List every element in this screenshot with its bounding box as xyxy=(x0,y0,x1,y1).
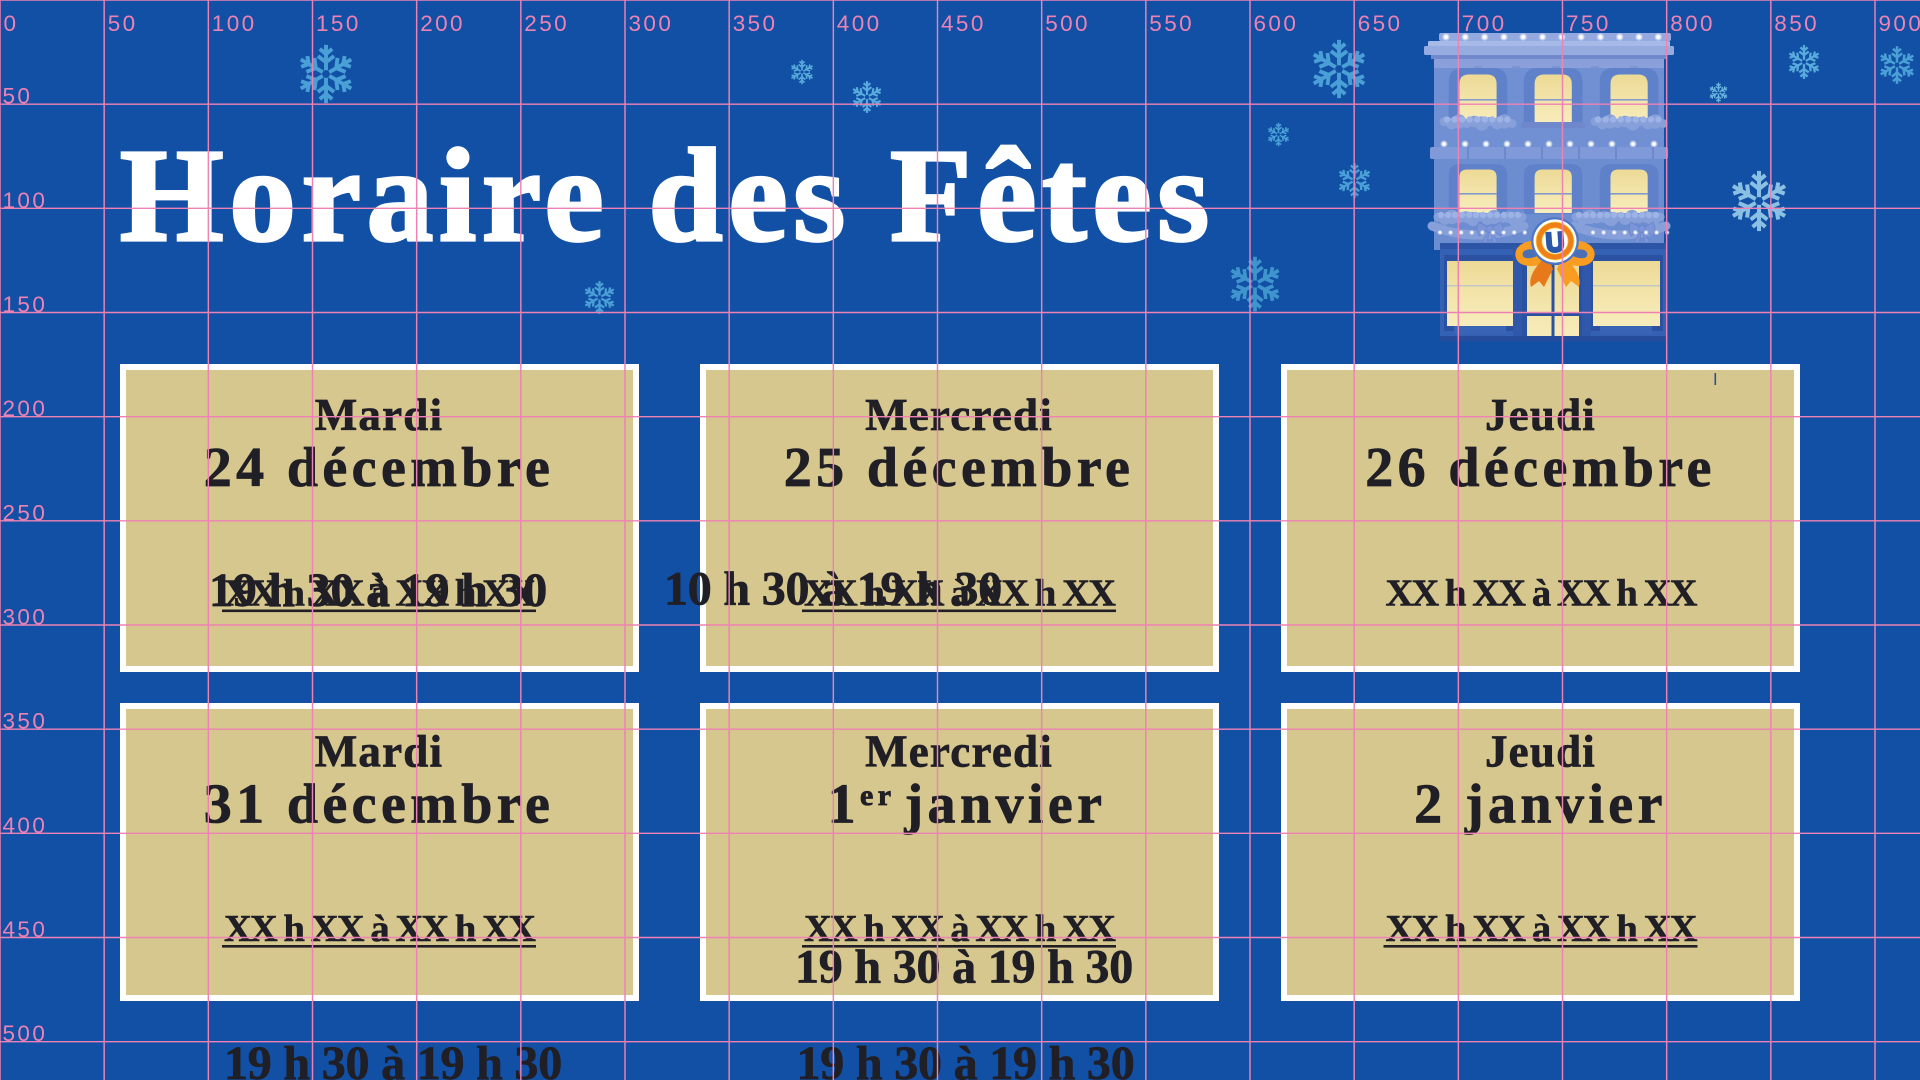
svg-text:200: 200 xyxy=(3,396,48,421)
svg-text:800: 800 xyxy=(1670,11,1715,36)
svg-text:XX h XX à XX h XX: XX h XX à XX h XX xyxy=(804,573,1116,615)
svg-text:500: 500 xyxy=(3,1021,48,1046)
svg-text:25 décembre: 25 décembre xyxy=(784,437,1135,499)
svg-text:700: 700 xyxy=(1462,11,1507,36)
svg-text:XX h XX à XX h XX: XX h XX à XX h XX xyxy=(224,573,536,615)
svg-text:100: 100 xyxy=(3,188,48,213)
svg-text:19 h 30 à 19 h 30: 19 h 30 à 19 h 30 xyxy=(797,1037,1135,1080)
svg-text:24 décembre: 24 décembre xyxy=(204,437,555,499)
svg-text:XX h XX à XX h XX: XX h XX à XX h XX xyxy=(224,908,536,950)
svg-text:300: 300 xyxy=(629,11,674,36)
svg-text:400: 400 xyxy=(3,813,48,838)
svg-text:Jeudi: Jeudi xyxy=(1485,390,1596,440)
svg-text:250: 250 xyxy=(524,11,569,36)
svg-text:600: 600 xyxy=(1254,11,1299,36)
svg-text:31 décembre: 31 décembre xyxy=(204,774,555,836)
svg-text:450: 450 xyxy=(3,917,48,942)
svg-text:Horaire des Fêtes: Horaire des Fêtes xyxy=(120,121,1215,269)
svg-text:350: 350 xyxy=(3,709,48,734)
svg-text:Mercredi: Mercredi xyxy=(865,390,1053,440)
svg-text:400: 400 xyxy=(837,11,882,36)
svg-text:19 h 30 à 19 h 30: 19 h 30 à 19 h 30 xyxy=(209,564,547,617)
svg-text:1er janvier: 1er janvier xyxy=(828,774,1107,836)
svg-text:550: 550 xyxy=(1149,11,1194,36)
svg-text:50: 50 xyxy=(3,84,33,109)
svg-text:350: 350 xyxy=(733,11,778,36)
svg-text:XX h XX à XX h XX: XX h XX à XX h XX xyxy=(1386,573,1698,615)
svg-text:100: 100 xyxy=(212,11,257,36)
svg-text:0: 0 xyxy=(4,11,19,36)
svg-text:XX h XX à XX h XX: XX h XX à XX h XX xyxy=(804,908,1116,950)
svg-text:26 décembre: 26 décembre xyxy=(1365,437,1716,499)
svg-text:650: 650 xyxy=(1358,11,1403,36)
svg-text:450: 450 xyxy=(941,11,986,36)
svg-text:850: 850 xyxy=(1774,11,1819,36)
svg-text:150: 150 xyxy=(316,11,361,36)
svg-text:Jeudi: Jeudi xyxy=(1485,727,1596,777)
svg-text:2 janvier: 2 janvier xyxy=(1414,774,1667,836)
svg-text:300: 300 xyxy=(3,605,48,630)
svg-text:XX h XX à XX h XX: XX h XX à XX h XX xyxy=(1386,908,1698,950)
svg-text:150: 150 xyxy=(3,292,48,317)
svg-text:900: 900 xyxy=(1879,11,1920,36)
svg-text:750: 750 xyxy=(1566,11,1611,36)
svg-text:Mardi: Mardi xyxy=(315,390,443,440)
svg-text:50: 50 xyxy=(108,11,138,36)
svg-text:250: 250 xyxy=(3,500,48,525)
svg-text:500: 500 xyxy=(1045,11,1090,36)
svg-text:Mercredi: Mercredi xyxy=(865,727,1053,777)
svg-text:19 h 30 à 19 h 30: 19 h 30 à 19 h 30 xyxy=(795,941,1133,994)
svg-text:Mardi: Mardi xyxy=(315,727,443,777)
svg-text:200: 200 xyxy=(420,11,465,36)
svg-text:19 h 30 à 19 h 30: 19 h 30 à 19 h 30 xyxy=(224,1037,562,1080)
